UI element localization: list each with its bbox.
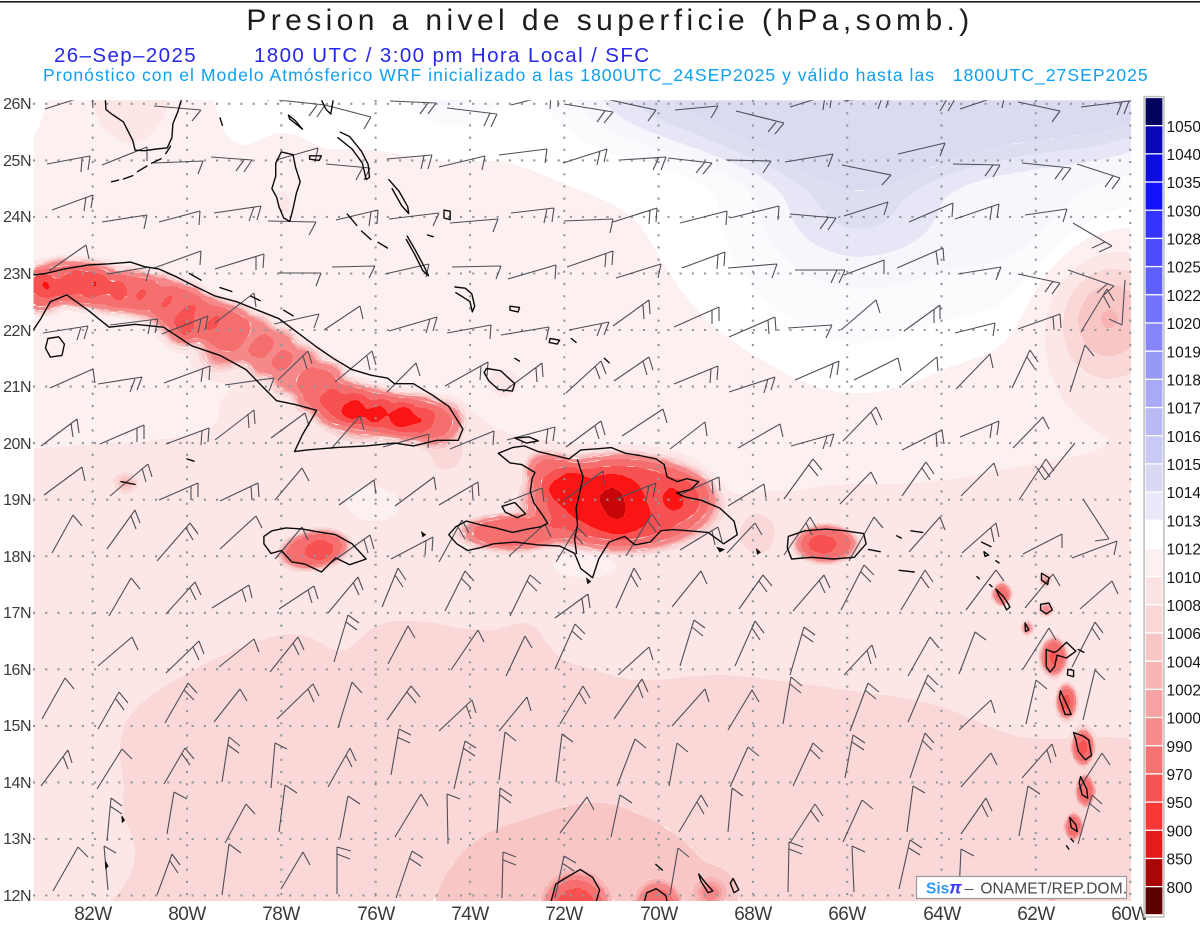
svg-text:68W: 68W	[734, 904, 772, 925]
svg-text:16N: 16N	[3, 662, 31, 679]
svg-text:900: 900	[1167, 823, 1193, 840]
svg-text:1025: 1025	[1167, 260, 1200, 277]
svg-text:14N: 14N	[3, 775, 31, 792]
svg-text:1016: 1016	[1167, 429, 1200, 446]
svg-text:950: 950	[1167, 795, 1193, 812]
svg-text:82W: 82W	[74, 904, 112, 925]
svg-text:1028: 1028	[1167, 232, 1200, 249]
svg-text:17N: 17N	[3, 605, 31, 622]
svg-text:970: 970	[1167, 767, 1193, 784]
svg-text:78W: 78W	[262, 904, 300, 925]
svg-text:1050: 1050	[1167, 119, 1200, 136]
svg-text:1006: 1006	[1167, 626, 1200, 643]
svg-text:22N: 22N	[3, 323, 31, 340]
svg-text:1035: 1035	[1167, 175, 1200, 192]
svg-text:23N: 23N	[3, 266, 31, 283]
svg-text:1018: 1018	[1167, 373, 1200, 390]
svg-text:990: 990	[1167, 739, 1193, 756]
svg-text:26–Sep–2025: 26–Sep–2025	[54, 44, 197, 67]
svg-text:Sisπ–ONAMET/REP.DOM.: Sisπ–ONAMET/REP.DOM.	[926, 878, 1127, 898]
svg-text:18N: 18N	[3, 549, 31, 566]
svg-text:800: 800	[1167, 880, 1193, 897]
svg-text:12N: 12N	[3, 888, 31, 905]
svg-text:70W: 70W	[640, 904, 678, 925]
svg-text:1002: 1002	[1167, 683, 1200, 700]
svg-text:1019: 1019	[1167, 344, 1200, 361]
svg-text:13N: 13N	[3, 831, 31, 848]
svg-text:66W: 66W	[828, 904, 866, 925]
svg-text:26N: 26N	[3, 96, 31, 113]
svg-text:21N: 21N	[3, 379, 31, 396]
svg-text:25N: 25N	[3, 153, 31, 170]
svg-text:20N: 20N	[3, 436, 31, 453]
svg-text:1010: 1010	[1167, 570, 1200, 587]
svg-text:24N: 24N	[3, 209, 31, 226]
svg-text:850: 850	[1167, 852, 1193, 869]
svg-text:62W: 62W	[1017, 904, 1055, 925]
svg-text:1015: 1015	[1167, 457, 1200, 474]
svg-text:1800 UTC / 3:00 pm Hora Local: 1800 UTC / 3:00 pm Hora Local / SFC	[254, 44, 651, 67]
svg-text:1008: 1008	[1167, 598, 1200, 615]
svg-text:72W: 72W	[545, 904, 583, 925]
svg-text:1030: 1030	[1167, 203, 1200, 220]
svg-text:1020: 1020	[1167, 316, 1200, 333]
svg-text:80W: 80W	[168, 904, 206, 925]
svg-text:76W: 76W	[357, 904, 395, 925]
svg-text:1022: 1022	[1167, 288, 1200, 305]
svg-text:74W: 74W	[451, 904, 489, 925]
svg-text:15N: 15N	[3, 718, 31, 735]
svg-text:19N: 19N	[3, 492, 31, 509]
svg-text:Pronóstico con el Modelo Atmós: Pronóstico con el Modelo Atmósferico WRF…	[43, 65, 1149, 86]
svg-text:1004: 1004	[1167, 654, 1200, 671]
svg-text:1000: 1000	[1167, 711, 1200, 728]
svg-text:1012: 1012	[1167, 542, 1200, 559]
svg-text:1040: 1040	[1167, 147, 1200, 164]
svg-text:1013: 1013	[1167, 513, 1200, 530]
svg-text:1014: 1014	[1167, 485, 1200, 502]
svg-text:Presion a nivel de superficie: Presion a nivel de superficie (hPa,somb.…	[246, 4, 973, 37]
svg-text:64W: 64W	[923, 904, 961, 925]
svg-text:1017: 1017	[1167, 401, 1200, 418]
